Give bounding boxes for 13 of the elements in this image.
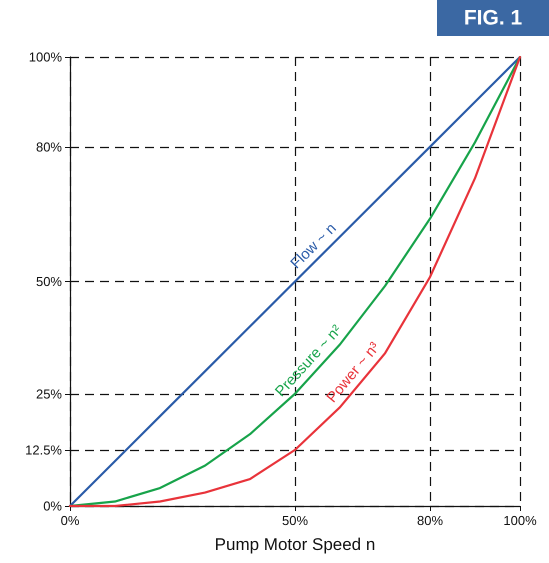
line-series (68, 56, 522, 508)
y-tick-label: 50% (36, 274, 62, 289)
y-tick-label: 12.5% (25, 442, 62, 458)
y-tick-label: 100% (28, 50, 62, 64)
y-tick-label: 80% (36, 139, 62, 154)
caption: FIG. 1 (464, 6, 522, 30)
x-axis-title: Pump Motor Speed n (214, 535, 376, 554)
x-tick-label: 0% (60, 513, 80, 528)
x-tick-label: 80% (416, 513, 444, 528)
y-tick-label: 25% (36, 386, 62, 402)
x-tick-label: 100% (503, 513, 538, 528)
x-tick-label: 50% (282, 513, 308, 528)
y-tick-label: 0% (43, 498, 62, 514)
